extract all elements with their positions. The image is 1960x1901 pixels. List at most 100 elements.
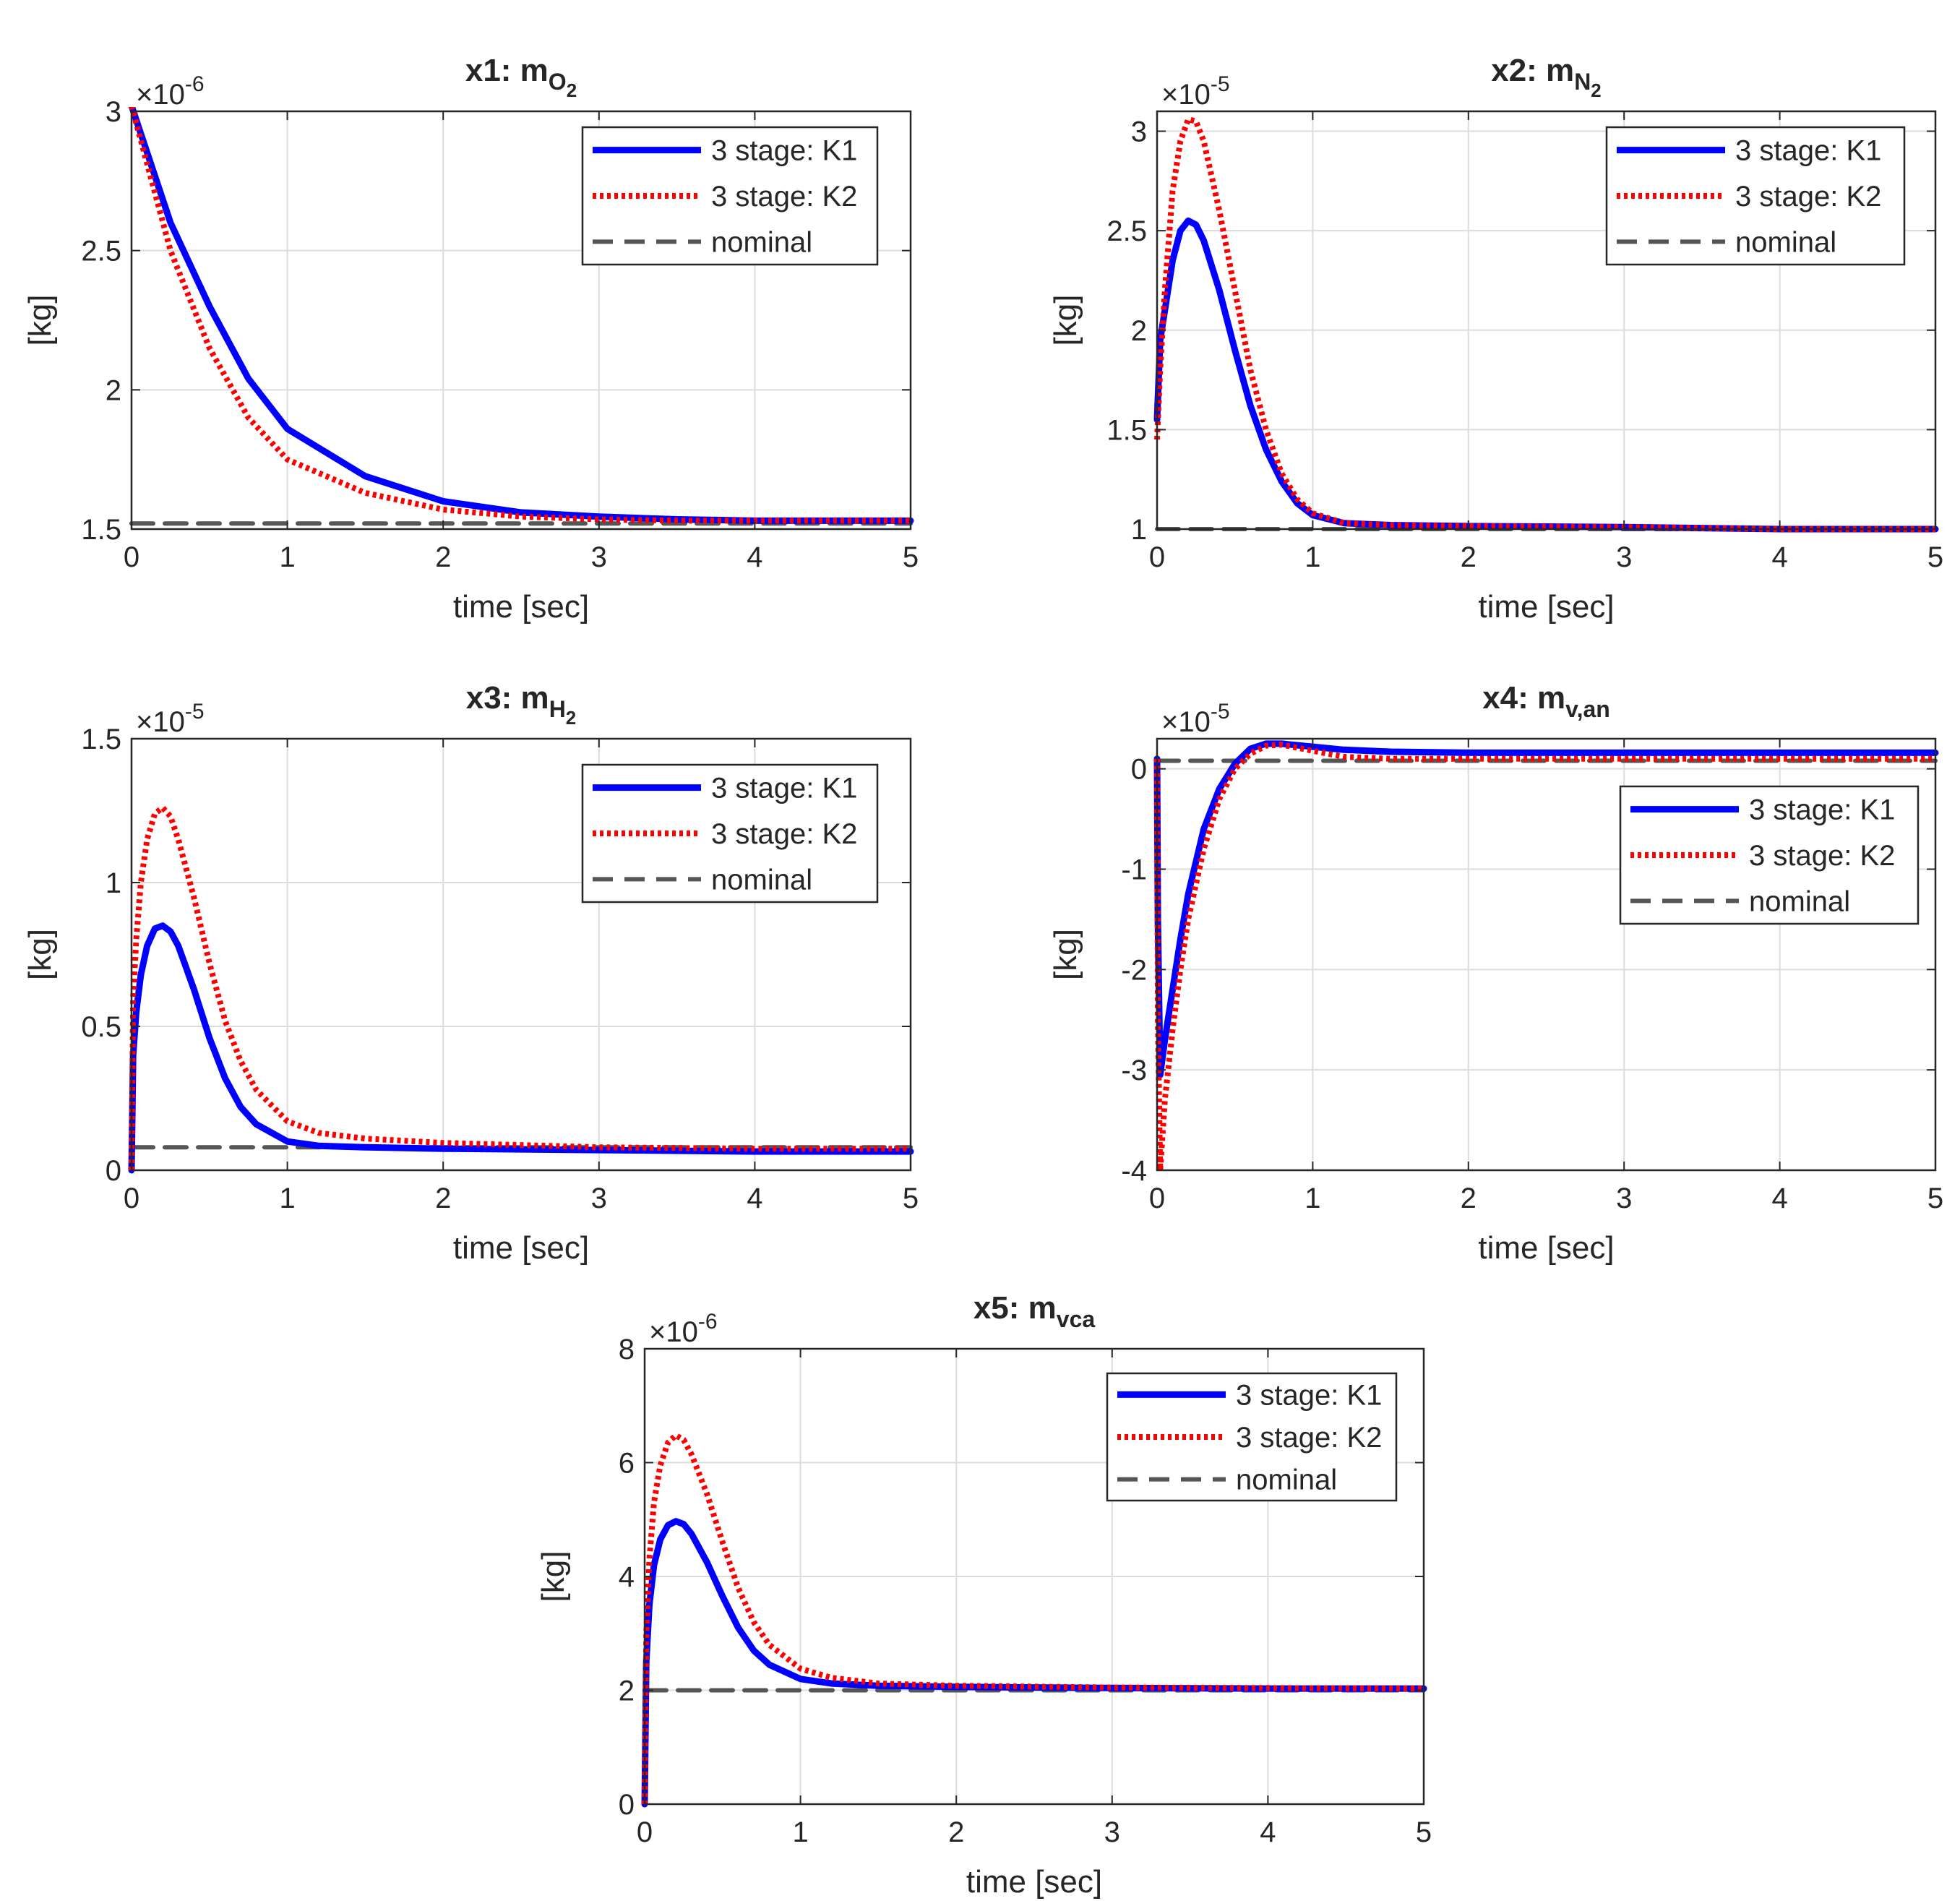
y-tick-label: 0.5 [81,1011,121,1043]
axes-box [1156,110,1937,531]
series-group [641,1432,1427,1808]
title-main: x2: m [1491,53,1574,88]
series-k1-line [1153,740,1939,1078]
legend-label-1: 3 stage: K1 [711,135,857,167]
y-tick-label: 2 [106,374,121,406]
legend-label-2: 3 stage: K2 [1749,840,1895,872]
x-tick-label: 1 [1304,1183,1320,1214]
y-axis-label: [kg] [22,295,58,346]
y-tick-label: -3 [1121,1055,1147,1086]
subplot-4: 0 1 2 3 4 5 -4 -3 -2 -1 0 ×10-5 x4: mv,an time [sec] [… [1048,680,1943,1266]
x-tick-label: 2 [435,1183,451,1214]
title-subscript: vca [1057,1306,1096,1332]
series-k1-line [641,1518,1427,1808]
y-tick-label: 8 [619,1334,635,1365]
exponent-power: -5 [185,700,205,724]
x-tick-label: 0 [124,1183,139,1214]
x-tick-label: 2 [1461,541,1477,573]
exponent-label: ×10-6 [649,1310,718,1348]
subplot-5: 0 1 2 3 4 5 0 2 4 6 8 ×10-6 x5: mvca time [sec] [kg] 3 … [536,1290,1432,1900]
x-tick-label: 5 [1927,541,1943,573]
y-tick-label: 2 [619,1675,635,1707]
y-tick-label: 1.5 [81,724,121,755]
y-tick-label: 3 [1131,116,1147,148]
legend: 3 stage: K1 3 stage: K2 nominal [1619,785,1920,925]
exponent-base: ×10 [649,1316,698,1348]
legend: 3 stage: K1 3 stage: K2 nominal [1605,126,1906,266]
title-main: x1: m [465,53,549,88]
legend-label-1: 3 stage: K1 [1735,135,1881,167]
y-tick-label: 1.5 [81,514,121,546]
x-tick-label: 0 [124,541,139,573]
x-tick-label: 2 [435,541,451,573]
title-subscript: O [549,69,567,95]
x-tick-label: 2 [1461,1183,1477,1214]
title-subsubscript: 2 [1591,80,1601,101]
chart-title: x2: mN2 [1491,53,1602,101]
exponent-label: ×10-5 [1161,700,1230,738]
y-axis-label: [kg] [22,929,58,980]
exponent-label: ×10-6 [136,72,205,111]
series-k2-line [1154,742,1935,1173]
chart-title: x1: mO2 [465,53,577,101]
x-tick-label: 5 [1416,1816,1432,1848]
series-group [128,804,914,1174]
exponent-label: ×10-5 [136,700,205,738]
y-axis-label: [kg] [1048,295,1083,346]
legend-label-1: 3 stage: K1 [711,773,857,804]
y-tick-label: 0 [619,1789,635,1821]
series-k2-line [642,1432,1424,1805]
series-k2-line [1154,116,1935,532]
title-subscript: H [549,696,566,722]
exponent-base: ×10 [1161,79,1211,111]
x-tick-label: 2 [948,1816,964,1848]
legend-label-2: 3 stage: K2 [711,181,857,213]
series-k1-line [128,922,914,1174]
x-axis-label: time [sec] [966,1864,1102,1900]
chart-title: x5: mvca [973,1290,1096,1332]
legend-label-3: nominal [1735,226,1836,258]
exponent-power: -6 [185,72,205,96]
exponent-base: ×10 [136,706,185,738]
x-tick-label: 3 [1616,1183,1632,1214]
x-tick-label: 3 [591,541,607,573]
y-tick-label: 1 [1131,514,1147,546]
y-tick-label: 1 [106,867,121,899]
x-tick-label: 5 [903,541,919,573]
title-subscript: N [1574,69,1591,95]
axes-box [1156,737,1937,1172]
y-tick-label: -1 [1121,854,1147,885]
legend: 3 stage: K1 3 stage: K2 nominal [1106,1372,1398,1502]
exponent-base: ×10 [1161,706,1211,738]
y-tick-label: 0 [106,1155,121,1187]
x-tick-label: 3 [1616,541,1632,573]
x-tick-label: 1 [1304,541,1320,573]
legend-label-1: 3 stage: K1 [1749,794,1895,826]
x-tick-label: 1 [279,1183,295,1214]
legend-label-3: nominal [1749,885,1850,917]
x-tick-label: 0 [1149,1183,1165,1214]
x-tick-label: 4 [1260,1816,1276,1848]
x-tick-label: 4 [1771,1183,1787,1214]
axes-box [130,737,912,1172]
x-tick-label: 0 [637,1816,653,1848]
y-tick-label: 2.5 [81,236,121,267]
y-tick-label: 4 [619,1561,635,1593]
series-group [1153,740,1939,1173]
title-subsubscript: 2 [566,707,576,729]
legend-label-1: 3 stage: K1 [1236,1379,1382,1411]
y-tick-label: 0 [1131,754,1147,786]
y-tick-label: 6 [619,1448,635,1480]
title-subsubscript: 2 [567,80,577,101]
y-tick-label: -2 [1121,954,1147,986]
x-axis-label: time [sec] [453,589,589,625]
y-tick-label: -4 [1121,1155,1147,1187]
exponent-power: -5 [1211,700,1230,724]
y-tick-label: 2 [1131,315,1147,347]
exponent-label: ×10-5 [1161,72,1230,111]
x-tick-label: 5 [1927,1183,1943,1214]
y-tick-label: 1.5 [1106,414,1147,446]
